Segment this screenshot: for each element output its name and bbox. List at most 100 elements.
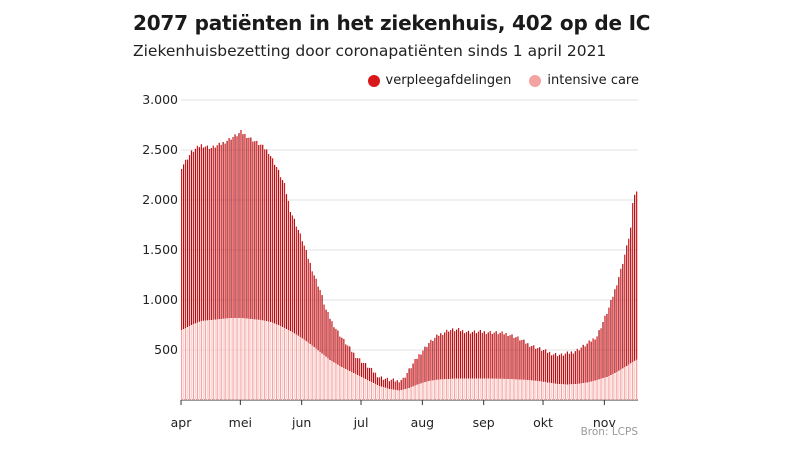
bar-ic [497,378,499,400]
bar-ward [586,343,588,383]
bar-ward [461,330,464,379]
bar-ward [509,335,511,380]
bar-ward [339,336,341,366]
bar-ic [564,384,567,400]
bar-ic [608,376,610,400]
bar-ward [531,346,533,381]
bar-ward [388,381,390,389]
bar-ward [232,137,234,318]
bar-ic [337,364,339,400]
bar-ward [628,238,630,365]
bar-ward [473,330,476,379]
bar-ic [281,327,284,400]
bar-ic [266,321,268,400]
bar-ward [347,345,349,370]
bar-ward [270,156,272,322]
bar-ic [493,378,495,400]
bar-ic [303,339,305,400]
bar-ward [285,194,288,329]
bar-ic [495,378,497,400]
bar-ward [204,146,206,321]
bar-ic [347,370,349,400]
bar-ward [537,348,539,381]
bar-ward [475,333,478,379]
bar-ic [384,387,386,400]
bar-ward [448,331,450,379]
bar-ward [614,289,616,373]
bar-ward [236,136,238,318]
bar-ic [469,378,472,400]
bar-ward [319,290,321,352]
bar-ward [317,286,319,351]
bar-ward [543,350,545,382]
bar-ic [622,368,624,400]
bar-ic [527,380,529,400]
bar-ic [206,320,208,400]
bar-ward [287,200,290,330]
bar-ward [337,330,339,365]
bar-ic [244,318,246,400]
bar-ic [590,381,592,400]
bar-ic [626,366,628,400]
legend-label-ic: intensive care [547,73,639,88]
bar-ward [594,339,596,381]
bar-ic [509,379,511,400]
bar-ic [376,385,379,400]
bar-ward [570,351,572,385]
bar-ic [372,383,375,400]
bar-ic [556,384,559,400]
bar-ic [588,382,590,400]
source-note: Bron: LCPS [580,426,638,438]
bar-ic [479,378,481,400]
bar-ward [598,330,600,380]
bar-ic [414,385,416,400]
bar-ic [503,378,505,400]
bar-ic [473,378,476,400]
bar-ward [254,141,256,320]
bar-ward [465,332,468,379]
bar-ward [366,367,369,380]
bar-ward [376,377,379,385]
bar-ic [418,384,420,400]
y-tick-label: 500 [154,342,178,357]
bar-ic [295,334,297,400]
chart-subtitle: Ziekenhuisbezetting door coronapatiënten… [133,42,607,60]
bar-ic [507,379,509,400]
bar-ward [596,336,598,380]
bar-ic [612,374,614,400]
bar-ic [329,360,331,400]
bar-ic [410,387,412,400]
bar-ic [242,318,244,400]
bar-ward [529,346,531,381]
bar-ic [537,381,539,400]
bar-ward [192,151,195,325]
bar-ic [558,384,561,400]
bar-ward [309,262,311,344]
bar-ic [287,330,290,400]
bar-ic [345,369,347,400]
bar-ward [374,372,377,384]
bar-ward [606,313,608,377]
bar-ic [548,382,551,400]
bar-ic [461,378,464,400]
x-tick-label: aug [411,415,435,430]
bar-ic [256,319,258,400]
bar-ic [236,318,238,400]
bar-ward [580,347,582,384]
bar-ward [307,258,309,343]
bar-ward [497,334,499,379]
bar-ward [281,180,284,327]
bar-ward [182,164,185,329]
bar-ic [450,378,452,400]
bar-ward [315,278,317,349]
legend-label-ward: verpleegafdelingen [385,73,512,88]
bar-ward [428,343,430,381]
bar-ward [396,380,398,391]
bar-ward [382,379,385,388]
bar-ward [301,241,303,339]
bar-ic [444,379,446,400]
bar-ward [457,328,460,379]
bar-ward [471,332,474,379]
legend-item-ic: intensive care [529,73,639,88]
bar-ward [608,307,610,376]
